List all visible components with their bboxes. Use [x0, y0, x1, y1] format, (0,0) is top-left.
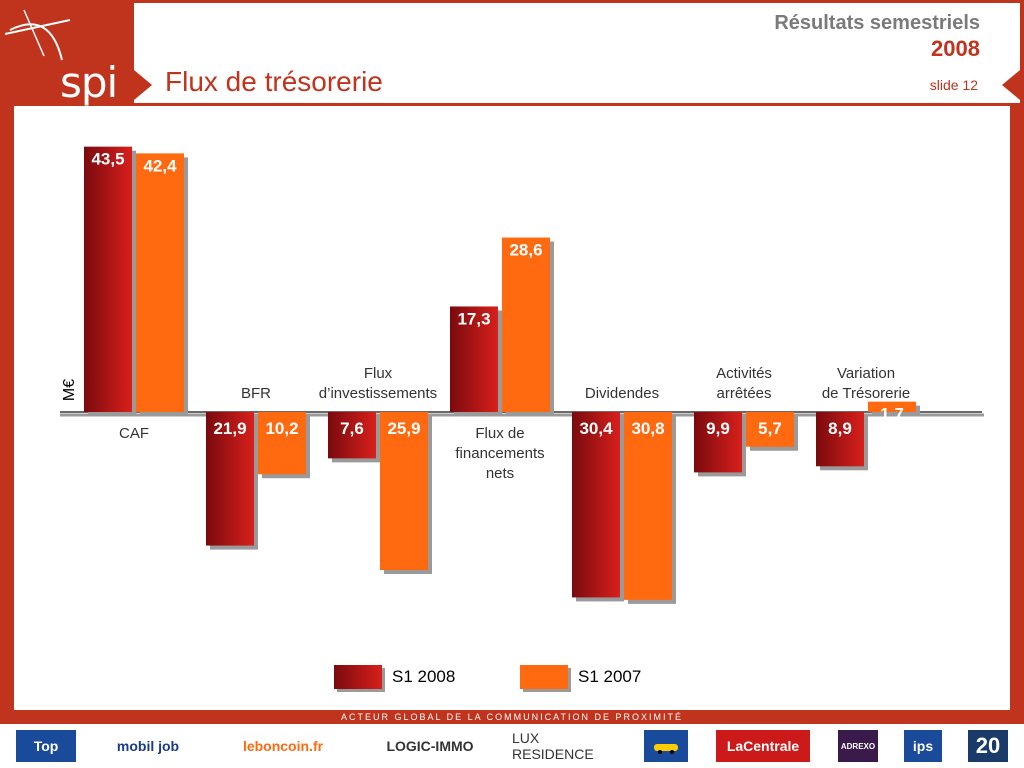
logo-mobiljob: mobil job: [116, 738, 180, 754]
category-label: BFR: [241, 385, 271, 402]
partner-logos: Top mobil job leboncoin.fr LOGIC-IMMO LU…: [0, 724, 1024, 768]
bar-s1-2007: [380, 412, 428, 570]
bar-s1-2008: [816, 412, 864, 467]
data-label: 25,9: [387, 419, 420, 438]
category-label: d’investissements: [319, 385, 437, 402]
slide-number: slide 12: [929, 77, 978, 93]
legend-swatch-s1-2008: [334, 665, 382, 689]
bar-s1-2007: [624, 412, 672, 600]
category-label: Variation: [837, 365, 895, 382]
data-label: 7,6: [340, 419, 364, 438]
logo-adrexo: ADREXO: [838, 730, 878, 762]
header-panel: [134, 3, 1020, 103]
logo-lacentrale: LaCentrale: [716, 730, 810, 762]
data-label: 28,6: [509, 241, 542, 260]
category-label: nets: [486, 465, 514, 482]
bar-s1-2007: [258, 412, 306, 475]
bar-s1-2008: [84, 146, 132, 412]
footer-tagline: ACTEUR GLOBAL DE LA COMMUNICATION DE PRO…: [0, 710, 1024, 724]
category-label: de Trésorerie: [822, 385, 910, 402]
cash-flow-chart: M€ 43,5 42,4 CAF 21,9 10,2 BFR 7,6 25,9 Flux d’inv…: [60, 146, 984, 604]
data-label: 17,3: [457, 309, 490, 328]
data-label: 30,8: [631, 419, 664, 438]
bar-s1-2007: [136, 153, 184, 413]
bar-s1-2008: [328, 412, 376, 459]
chart-legend: S1 2008 S1 2007: [334, 661, 734, 697]
logo-lux-residence: LUX RESIDENCE: [512, 730, 594, 762]
legend-item-s1-2007: S1 2007: [520, 665, 641, 689]
category-label: arrêtées: [716, 385, 771, 402]
category-label: Activités: [716, 365, 772, 382]
logo-leboncoin: leboncoin.fr: [242, 738, 324, 754]
report-title-line1: Résultats semestriels: [774, 12, 980, 34]
bar-s1-2008: [572, 412, 620, 598]
category-label: Flux: [364, 365, 393, 382]
data-label: 30,4: [579, 419, 613, 438]
arrow-right-icon: [134, 70, 152, 100]
chart-area: M€ 43,5 42,4 CAF 21,9 10,2 BFR 7,6 25,9 Flux d’inv…: [14, 106, 1010, 710]
legend-label-s1-2007: S1 2007: [578, 667, 642, 686]
bar-s1-2007: [502, 237, 550, 412]
bar-s1-2007: [746, 412, 794, 447]
data-label: 42,4: [143, 156, 177, 175]
data-label: 8,9: [828, 419, 852, 438]
y-axis-label: M€: [61, 379, 78, 401]
category-label: Dividendes: [585, 385, 659, 402]
legend-item-s1-2008: S1 2008: [334, 665, 455, 689]
category-label: financements: [455, 445, 544, 462]
data-label: 5,7: [758, 419, 782, 438]
data-label: 10,2: [265, 419, 298, 438]
car-icon: [654, 744, 678, 754]
archer-bow-icon: [4, 9, 71, 61]
data-label: 1,7: [880, 405, 904, 424]
logo-ips: ips: [904, 730, 942, 762]
logo-car-icon: [644, 730, 688, 762]
legend-swatch-s1-2007: [520, 665, 568, 689]
data-label: 21,9: [213, 419, 246, 438]
report-year: 2008: [931, 36, 980, 61]
category-label: CAF: [119, 425, 149, 442]
logo-logic-immo: LOGIC-IMMO: [386, 738, 474, 754]
logo-top: Top: [16, 730, 76, 762]
legend-label-s1-2008: S1 2008: [392, 667, 456, 686]
data-label: 9,9: [706, 419, 730, 438]
category-label: Flux de: [475, 425, 524, 442]
logo-panel: spir: [0, 0, 134, 107]
bar-s1-2008: [694, 412, 742, 473]
logo-20-minutes: 20: [968, 730, 1008, 762]
page-title: Flux de trésorerie: [165, 66, 383, 97]
data-label: 43,5: [91, 150, 124, 169]
bar-s1-2007: [868, 401, 916, 412]
bar-s1-2008: [206, 412, 254, 546]
bar-s1-2008: [450, 306, 498, 412]
arrow-left-icon: [1002, 70, 1020, 100]
report-title: Résultats semestriels 2008: [774, 10, 980, 62]
